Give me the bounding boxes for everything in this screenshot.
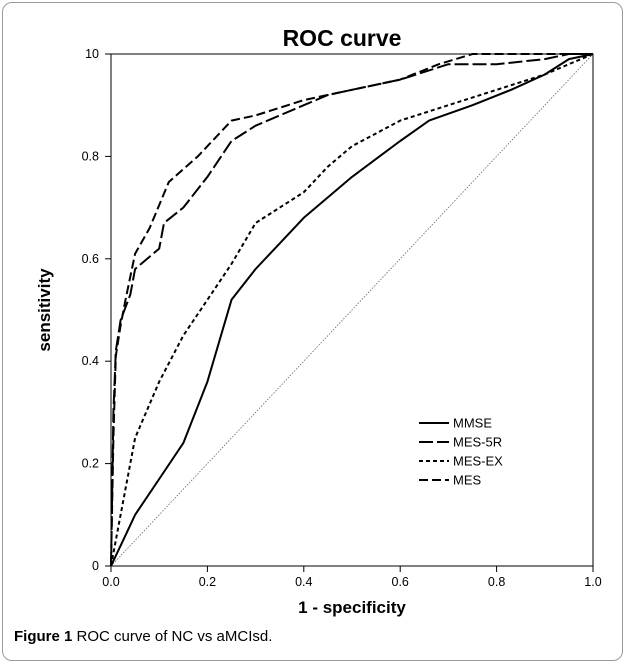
x-tick-label: 1.0 bbox=[584, 575, 601, 589]
series-line-mmse bbox=[110, 53, 594, 567]
legend-label-mes-5r: MES-5R bbox=[453, 435, 502, 450]
legend-label-mes: MES bbox=[453, 473, 482, 488]
y-tick-label: 0.6 bbox=[82, 252, 99, 266]
series-line-mes bbox=[110, 53, 593, 567]
series-line-mes-ex bbox=[110, 53, 594, 567]
y-tick-label: 0.4 bbox=[82, 354, 99, 368]
y-tick-label: 10 bbox=[85, 47, 99, 61]
y-axis-label: sensitivity bbox=[35, 268, 54, 352]
y-tick-label: 0 bbox=[92, 559, 99, 573]
y-tick-label: 0.8 bbox=[82, 149, 99, 163]
x-tick-label: 0.4 bbox=[295, 575, 312, 589]
y-tick-label: 0.2 bbox=[82, 457, 99, 471]
x-tick-label: 0.0 bbox=[102, 575, 119, 589]
legend-label-mmse: MMSE bbox=[453, 416, 492, 431]
x-axis-label: 1 - specificity bbox=[298, 598, 406, 617]
x-tick-label: 0.8 bbox=[488, 575, 505, 589]
x-tick-label: 0.6 bbox=[392, 575, 409, 589]
x-tick-label: 0.2 bbox=[199, 575, 216, 589]
caption-label: Figure 1 bbox=[14, 628, 73, 645]
reference-diagonal bbox=[110, 53, 594, 567]
figure-caption: Figure 1 ROC curve of NC vs aMCIsd. bbox=[14, 628, 614, 645]
chart-title: ROC curve bbox=[283, 25, 402, 51]
caption-text: ROC curve of NC vs aMCIsd. bbox=[76, 628, 273, 645]
legend-label-mes-ex: MES-EX bbox=[453, 454, 503, 469]
